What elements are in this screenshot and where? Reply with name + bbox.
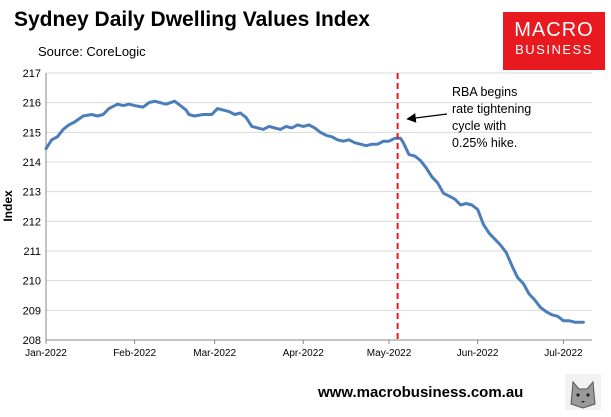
series (44, 99, 585, 324)
chart-title: Sydney Daily Dwelling Values Index (14, 8, 370, 31)
annotation-text-line: cycle with (452, 119, 506, 133)
chart-subtitle: Source: CoreLogic (38, 44, 146, 59)
annotation-arrow (406, 113, 448, 123)
y-tick-label: 211 (23, 246, 41, 258)
y-tick-label: 213 (23, 187, 41, 199)
axes (45, 73, 592, 344)
x-tick-label: Apr-2022 (283, 348, 325, 359)
logo-line-1: MACRO (514, 19, 594, 41)
y-tick-label: 216 (23, 98, 41, 110)
series-line (44, 99, 585, 324)
annotation-text-line: RBA begins (452, 85, 517, 99)
y-tick-label: 214 (23, 157, 41, 169)
macrobusiness-logo: MACRO BUSINESS (503, 12, 605, 70)
y-tick-label: 217 (23, 68, 41, 80)
x-tick-label: Feb-2022 (113, 348, 156, 359)
footer-url: www.macrobusiness.com.au (318, 384, 524, 401)
wolf-icon (565, 374, 601, 410)
x-tick-labels: Jan-2022 Feb-2022 Mar-2022 Apr-2022 May-2022… (25, 348, 583, 359)
y-tick-label: 210 (23, 276, 41, 288)
logo-line-2: BUSINESS (515, 42, 593, 57)
x-tick-label: Jul-2022 (544, 348, 583, 359)
y-tick-label: 215 (23, 127, 41, 139)
annotation-text-line: rate tightening (452, 102, 531, 116)
annotations: RBA begins rate tightening cycle with 0.25%… (396, 73, 531, 340)
x-tick-label: Mar-2022 (193, 348, 236, 359)
y-tick-labels: 208 209 210 211 212 213 214 215 216 217 (23, 68, 41, 347)
y-tick-label: 208 (23, 335, 41, 347)
y-axis-label: Index (1, 190, 15, 222)
y-tick-label: 209 (23, 305, 41, 317)
x-tick-label: May-2022 (367, 348, 412, 359)
x-tick-label: Jan-2022 (25, 348, 67, 359)
x-tick-label: Jun-2022 (457, 348, 499, 359)
y-tick-label: 212 (23, 216, 41, 228)
annotation-text-line: 0.25% hike. (452, 136, 517, 150)
